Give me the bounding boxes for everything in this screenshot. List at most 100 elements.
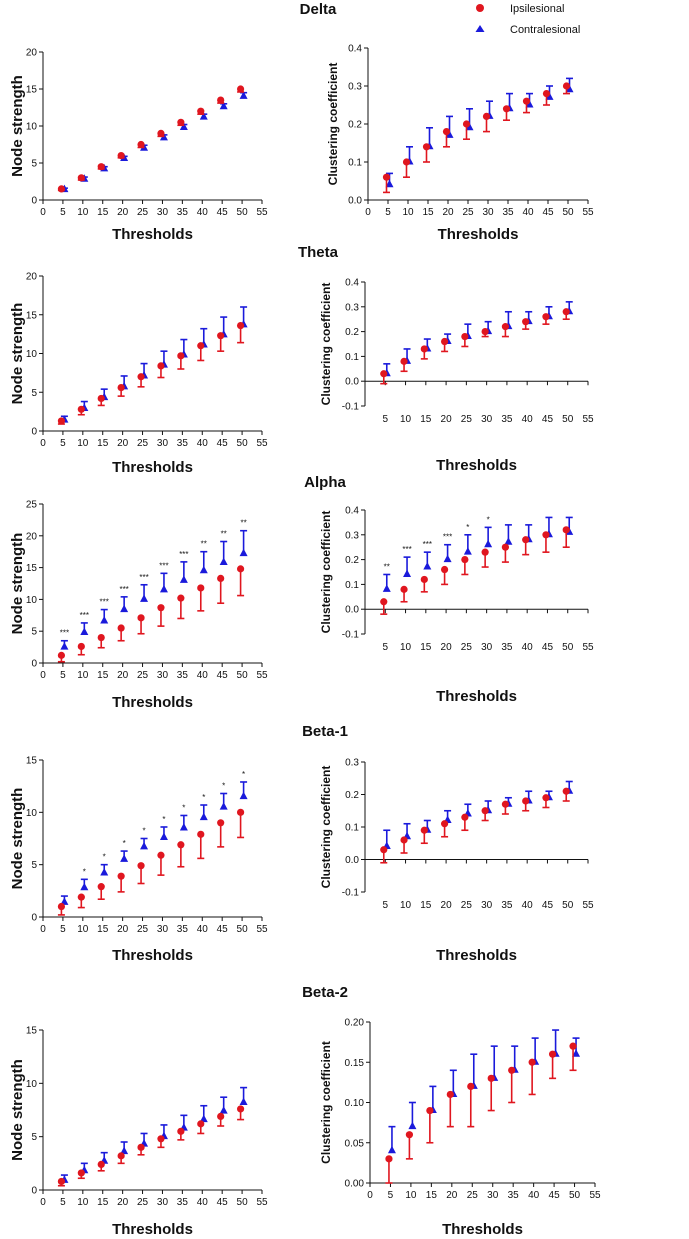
ipsilesional-point	[117, 384, 125, 392]
y-tick-label: -0.1	[342, 630, 360, 641]
x-tick-label: 45	[217, 670, 229, 681]
contralesional-point	[100, 616, 109, 624]
x-tick-label: 20	[441, 900, 453, 911]
x-tick-label: 30	[481, 414, 493, 425]
contralesional-point	[525, 100, 534, 108]
y-tick-label: 0.1	[348, 158, 362, 169]
ipsilesional-point	[380, 598, 388, 606]
x-tick-label: 5	[382, 414, 388, 425]
ipsilesional-point	[137, 373, 145, 381]
ipsilesional-point	[522, 797, 530, 805]
ipsilesional-point	[402, 158, 411, 166]
ipsilesional-point	[217, 819, 225, 827]
x-tick-label: 10	[405, 1190, 417, 1201]
significance-label: ***	[179, 550, 188, 559]
y-tick-label: 25	[26, 500, 38, 511]
x-tick-label: 15	[97, 438, 109, 449]
contralesional-point	[219, 101, 228, 110]
contralesional-point	[199, 1114, 208, 1123]
contralesional-point	[120, 604, 129, 613]
ipsilesional-point	[542, 313, 550, 321]
x-tick-label: 0	[40, 1197, 46, 1208]
y-tick-label: 0.0	[345, 855, 359, 866]
ipsilesional-point	[562, 787, 570, 795]
contralesional-point	[120, 854, 129, 862]
ipsilesional-point	[562, 82, 571, 90]
x-tick-label: 25	[461, 642, 473, 653]
contralesional-point	[120, 1146, 129, 1155]
x-tick-label: 35	[177, 207, 189, 218]
y-tick-label: 0	[31, 1186, 37, 1197]
contralesional-point	[199, 812, 208, 821]
y-tick-label: 0.2	[345, 555, 359, 566]
ipsilesional-point	[562, 308, 570, 316]
x-tick-label: 35	[508, 1190, 520, 1201]
x-tick-label: 40	[522, 207, 534, 218]
y-axis-title: Clustering coefficient	[319, 511, 333, 634]
y-tick-label: 0.3	[345, 758, 359, 769]
x-tick-label: 20	[117, 924, 129, 935]
contralesional-point	[239, 548, 248, 557]
ipsilesional-point	[137, 862, 145, 870]
x-tick-label: 55	[582, 414, 594, 425]
x-tick-label: 25	[467, 1190, 479, 1201]
x-tick-label: 20	[441, 642, 453, 653]
y-tick-label: 10	[26, 349, 38, 360]
ipsilesional-point	[562, 526, 570, 534]
legend: Ipsilesional Contralesional	[475, 3, 580, 36]
ipsilesional-point	[197, 342, 205, 350]
ipsilesional-point	[177, 118, 185, 126]
contralesional-point	[199, 565, 208, 574]
x-tick-label: 30	[481, 642, 493, 653]
y-tick-label: 5	[31, 627, 37, 638]
x-tick-label: 35	[501, 642, 513, 653]
x-tick-label: 50	[237, 438, 249, 449]
x-tick-label: 55	[256, 207, 268, 218]
significance-label: *	[487, 515, 490, 524]
x-tick-label: 20	[117, 670, 129, 681]
y-tick-label: 0.2	[345, 327, 359, 338]
contralesional-point	[423, 562, 432, 570]
x-tick-label: 40	[197, 924, 209, 935]
significance-label: ***	[139, 573, 148, 582]
y-tick-label: 0.1	[345, 352, 359, 363]
x-axis-title: Thresholds	[436, 688, 517, 705]
ipsilesional-point	[236, 1105, 245, 1113]
y-tick-label: -0.1	[342, 402, 360, 413]
contralesional-point	[60, 642, 69, 650]
x-tick-label: 40	[522, 642, 534, 653]
significance-label: *	[123, 839, 126, 848]
contralesional-point	[408, 1121, 417, 1130]
ipsilesional-point	[440, 337, 449, 346]
y-tick-label: 0	[31, 659, 37, 670]
x-tick-label: 30	[481, 900, 493, 911]
x-tick-label: 20	[117, 1197, 129, 1208]
ipsilesional-point	[236, 322, 245, 330]
x-tick-label: 5	[60, 207, 66, 218]
ipsilesional-point	[197, 584, 205, 592]
significance-label: ***	[159, 561, 168, 570]
ipsilesional-point	[57, 651, 66, 659]
ipsilesional-point	[177, 352, 185, 360]
x-tick-label: 45	[217, 438, 229, 449]
ipsilesional-point	[462, 120, 471, 128]
x-tick-label: 20	[117, 207, 129, 218]
x-tick-label: 55	[582, 900, 594, 911]
significance-label: ***	[443, 533, 452, 542]
ipsilesional-point	[467, 1082, 475, 1090]
significance-label: *	[162, 815, 165, 824]
x-tick-label: 10	[77, 670, 89, 681]
y-tick-label: -0.1	[342, 888, 360, 899]
contralesional-point	[239, 91, 248, 99]
x-tick-label: 0	[40, 924, 46, 935]
x-tick-label: 5	[385, 207, 391, 218]
x-tick-label: 25	[137, 924, 149, 935]
ipsilesional-point	[157, 129, 165, 137]
ipsilesional-point	[137, 614, 145, 622]
ipsilesional-point	[157, 604, 165, 612]
x-tick-label: 50	[569, 1190, 581, 1201]
contralesional-point	[385, 179, 394, 188]
x-tick-label: 10	[400, 900, 412, 911]
ipsilesional-point	[157, 362, 165, 370]
ipsilesional-point	[522, 536, 530, 544]
